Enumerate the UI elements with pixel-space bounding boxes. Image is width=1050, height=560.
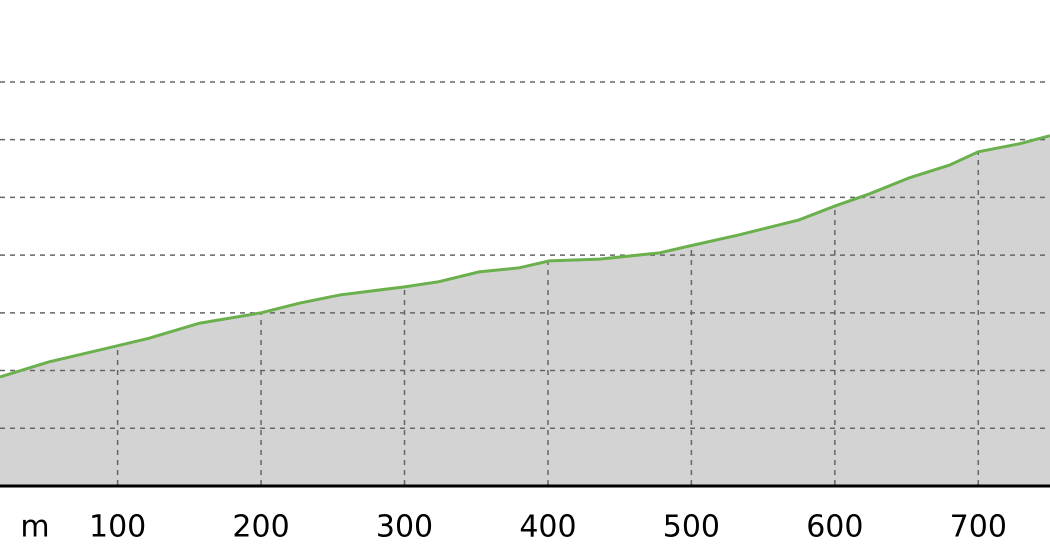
area-fill — [0, 135, 1050, 486]
line — [0, 134, 1050, 379]
x-tick-label: 600 — [806, 510, 863, 545]
x-tick-label: 400 — [519, 510, 576, 545]
x-tick-label: 300 — [376, 510, 433, 545]
x-tick-label: 500 — [663, 510, 720, 545]
x-axis-label: m — [20, 510, 49, 545]
x-tick-label: 700 — [950, 510, 1007, 545]
x-tick-label: 100 — [89, 510, 146, 545]
x-tick-label: 200 — [232, 510, 289, 545]
